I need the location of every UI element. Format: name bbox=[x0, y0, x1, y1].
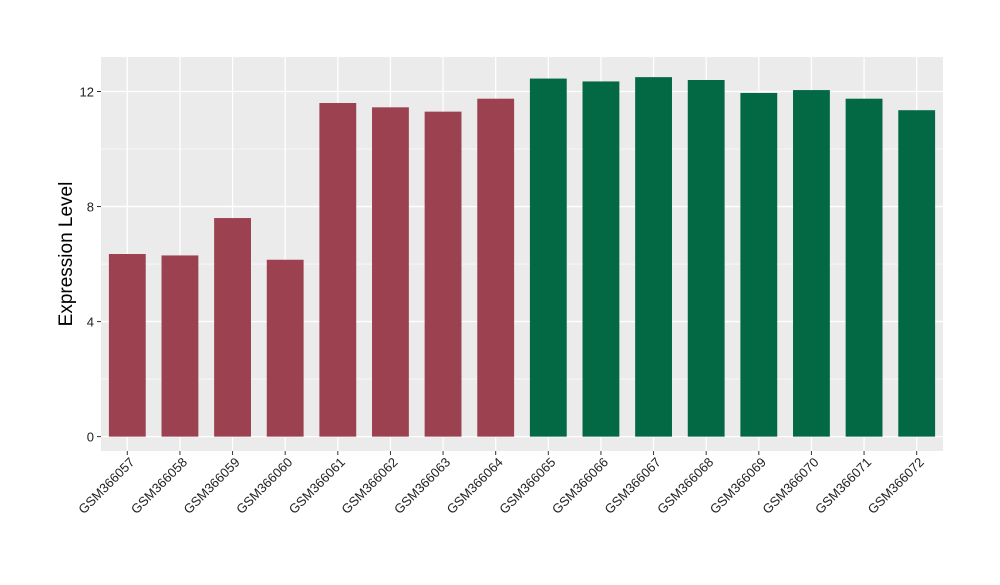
bar-gsm366064 bbox=[477, 98, 515, 437]
bar-gsm366067 bbox=[635, 77, 672, 437]
bar-gsm366072 bbox=[898, 110, 936, 437]
bar-gsm366060 bbox=[266, 259, 304, 437]
bar-gsm366065 bbox=[529, 78, 567, 437]
y-tick-label: 0 bbox=[87, 430, 94, 445]
bar-gsm366062 bbox=[372, 107, 409, 437]
bar-gsm366069 bbox=[740, 92, 778, 437]
bar-gsm366058 bbox=[161, 255, 199, 437]
bar-gsm366057 bbox=[108, 254, 146, 437]
bar-series bbox=[108, 77, 936, 437]
bar-gsm366059 bbox=[214, 218, 251, 437]
bar-gsm366071 bbox=[845, 98, 883, 437]
x-tick-label: GSM366072 bbox=[865, 455, 927, 517]
bar-gsm366063 bbox=[424, 111, 462, 437]
y-tick-label: 12 bbox=[80, 85, 94, 100]
bar-gsm366068 bbox=[687, 80, 725, 437]
y-tick-label: 4 bbox=[87, 315, 94, 330]
y-axis: 0 4 8 12 bbox=[80, 85, 101, 445]
bar-gsm366070 bbox=[793, 90, 830, 437]
y-tick-label: 8 bbox=[87, 200, 94, 215]
y-axis-label: Expression Level bbox=[56, 182, 77, 327]
bar-gsm366061 bbox=[319, 103, 357, 437]
bar-gsm366066 bbox=[582, 81, 620, 437]
x-axis: GSM366057GSM366058GSM366059GSM366060GSM3… bbox=[75, 451, 927, 517]
